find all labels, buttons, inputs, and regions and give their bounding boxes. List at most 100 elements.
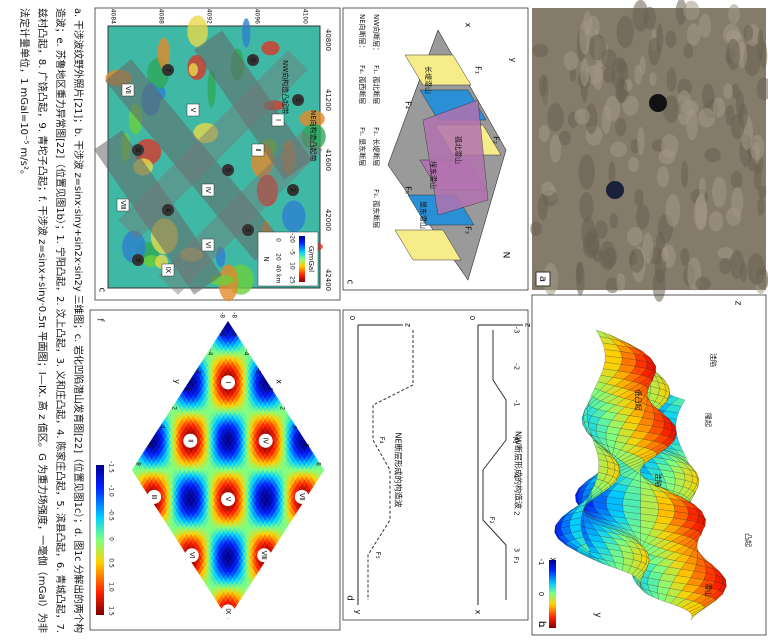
label: 4088 [158, 9, 165, 24]
label: NE向断层： [358, 14, 367, 52]
label: -6 [231, 331, 238, 337]
label: Ⅷ [119, 200, 127, 209]
ripple [594, 220, 608, 239]
label: 4092 [206, 9, 213, 24]
ripple [575, 261, 585, 296]
label: F₂ [492, 136, 501, 144]
ripple [683, 43, 694, 59]
label: Ⅱ [186, 439, 194, 442]
label: Ⅳ [262, 438, 270, 445]
ripple [755, 267, 768, 290]
label: 6 [303, 443, 310, 447]
label: y [354, 610, 363, 615]
ripple [753, 163, 762, 191]
label: NE断层形成的构造波 [394, 432, 404, 507]
label: 1.5 [108, 606, 115, 616]
label: Ⅶ [124, 86, 132, 94]
label: 6 [249, 58, 257, 63]
colorbar [549, 560, 556, 628]
ripple [649, 72, 657, 86]
ripple [757, 197, 765, 216]
label: Ⅴ [189, 108, 197, 113]
ripple [712, 97, 725, 118]
label: 0 [537, 592, 545, 596]
ripple [698, 13, 712, 38]
ripple [757, 29, 764, 61]
label: F₃ [464, 226, 473, 234]
ripple [628, 157, 639, 173]
ripple [723, 83, 733, 99]
ripple [543, 262, 559, 296]
label: c [345, 280, 355, 285]
ripple [538, 125, 550, 142]
label: 潜山 [704, 583, 713, 597]
label: -1 [537, 559, 545, 566]
label: 7 [164, 68, 172, 72]
ripple [750, 134, 765, 161]
label: 0 [468, 316, 476, 320]
label: Ⅸ [164, 267, 172, 274]
label: -5 [289, 249, 296, 255]
ripple [563, 51, 579, 71]
ripple [592, 63, 604, 91]
ripple [675, 0, 687, 25]
label: a. 干涉波纹野外照片[21]；b. 干涉波 z=sinx·siny+sin2x… [72, 8, 85, 633]
label: -20 [289, 233, 296, 243]
label: F₁. 孤北断层 [372, 65, 381, 104]
label: Ⅸ [224, 608, 232, 615]
ripple [656, 166, 670, 188]
ripple [539, 74, 548, 97]
label: z [733, 301, 743, 306]
label: 0 [348, 316, 356, 320]
label: 41200 [324, 89, 332, 111]
label: y [509, 58, 518, 63]
ripple [530, 221, 542, 237]
label: 0 [275, 238, 282, 242]
ripple [578, 154, 596, 190]
label: NW向断层： [372, 14, 381, 54]
ripple [717, 247, 734, 260]
ripple [729, 250, 745, 280]
label: 长堤潜山 [424, 66, 433, 94]
label: 4100 [302, 9, 309, 24]
ripple [642, 232, 654, 264]
ripple [701, 83, 715, 109]
label: z [524, 323, 533, 327]
label: 2 [513, 511, 521, 515]
label: y [173, 379, 182, 384]
ripple [648, 37, 661, 66]
label: Ⅰ [224, 381, 232, 383]
label: 1 [294, 98, 302, 102]
label: d [345, 595, 355, 601]
label: 隆起 [704, 413, 713, 427]
ripple [695, 276, 711, 291]
label: F₄ [378, 437, 386, 444]
ripple [730, 113, 745, 140]
label: -1.0 [108, 485, 115, 497]
ripple [639, 55, 646, 76]
label: 洼陷 [654, 473, 663, 487]
ripple [605, 95, 621, 122]
label: 8 [315, 462, 322, 466]
label: 8 [134, 148, 142, 152]
ripple [615, 78, 628, 104]
ripple [616, 59, 627, 75]
wave [367, 330, 414, 600]
label: -3 [513, 327, 521, 334]
ripple [731, 84, 740, 99]
label: F₅ [374, 552, 382, 559]
anomaly [157, 37, 170, 69]
label: 10 [289, 262, 296, 270]
label: 41600 [324, 149, 332, 171]
ripple [547, 103, 564, 132]
ripple [743, 41, 762, 77]
coin [606, 181, 624, 199]
label: 兹村凸起，8. 广饶凸起，9. 青坨子凸起；f. 干涉波 z=sinx+siny… [36, 8, 49, 633]
label: F₂. 长堤断层 [372, 127, 381, 166]
ripple [579, 192, 594, 222]
ripple [574, 108, 590, 125]
label: 3 [513, 548, 521, 552]
label: x [275, 379, 284, 384]
ripple [698, 108, 716, 128]
label: 0.5 [108, 558, 115, 568]
